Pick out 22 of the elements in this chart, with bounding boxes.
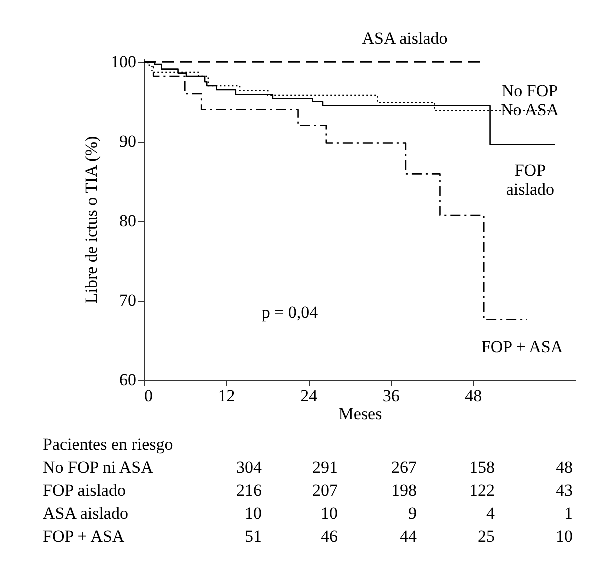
- x-tick-label: 48: [465, 386, 482, 406]
- text: ASA aislado 10 10 9 4 1: [43, 504, 573, 523]
- x-tick-label: 24: [300, 386, 318, 406]
- series-label: ASA aislado: [362, 29, 448, 48]
- x-axis-title: Meses: [338, 404, 382, 424]
- text: FOP aislado 216 207 198 122 43: [43, 481, 573, 500]
- y-tick-label: 70: [120, 291, 136, 310]
- annotation: p = 0,04: [262, 303, 319, 322]
- series-label: FOP + ASA: [481, 338, 564, 357]
- y-tick-label: 60: [120, 370, 136, 390]
- series-label: FOP aislado: [506, 160, 555, 199]
- series-label: No FOP No ASA: [500, 82, 560, 120]
- y-axis-title: Libre de ictus o TIA (%): [82, 136, 101, 304]
- y-tick-label: 100: [111, 52, 136, 72]
- text: FOP + ASA 51 46 44 25 10: [43, 527, 573, 546]
- x-tick-label: 0: [144, 386, 153, 406]
- x-tick-label: 12: [218, 386, 236, 406]
- y-tick-label: 80: [120, 212, 136, 231]
- x-tick-label: 36: [382, 386, 400, 406]
- y-tick-label: 90: [120, 132, 136, 152]
- text: Pacientes en riesgo: [43, 435, 174, 454]
- text: No FOP ni ASA 304 291 267 158 48: [43, 458, 573, 477]
